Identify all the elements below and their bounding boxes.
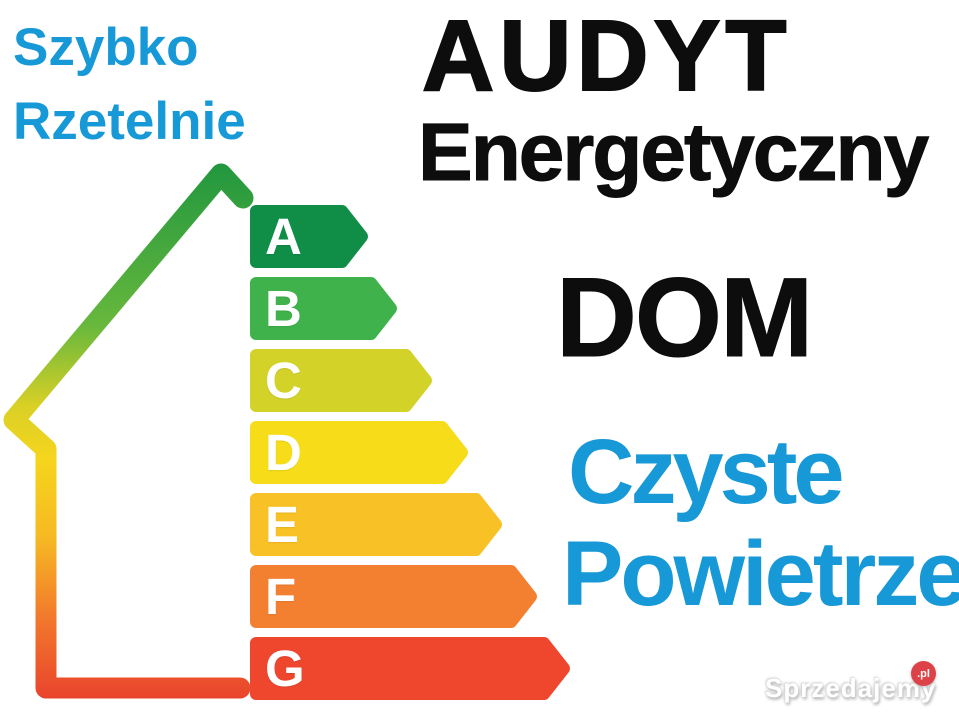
energy-bar-C (250, 349, 432, 412)
watermark-pl-badge: .pl (911, 661, 936, 686)
energy-bar-F (250, 565, 537, 628)
energy-bar-letter-F: F (265, 568, 297, 625)
house-outline-icon (3, 163, 254, 699)
energy-class-bars (250, 205, 570, 700)
program-czyste: Czyste (568, 421, 845, 523)
tagline-szybko: Szybko (13, 18, 199, 77)
energy-bar-G (250, 637, 570, 700)
energy-bar-letter-C: C (265, 352, 302, 409)
energy-bar-D (250, 421, 468, 484)
energy-bar-B (250, 277, 397, 340)
energy-bar-A (250, 205, 368, 268)
subject-dom: DOM (555, 255, 813, 380)
energy-bar-letter-B: B (265, 280, 302, 337)
energy-bar-letter-G: G (265, 640, 305, 697)
title-audyt: AUDYT (421, 0, 792, 112)
energy-bar-letter-A: A (265, 208, 302, 265)
energy-bar-E (250, 493, 502, 556)
title-energetyczny: Energetyczny (417, 107, 929, 198)
watermark: Sprzedajemy .pl (765, 661, 955, 715)
tagline-rzetelnie: Rzetelnie (13, 92, 246, 151)
program-powietrze: Powietrze (562, 523, 959, 625)
energy-bar-letter-D: D (265, 424, 302, 481)
energy-bar-letter-E: E (265, 496, 300, 553)
watermark-wordmark: Sprzedajemy (765, 673, 937, 703)
